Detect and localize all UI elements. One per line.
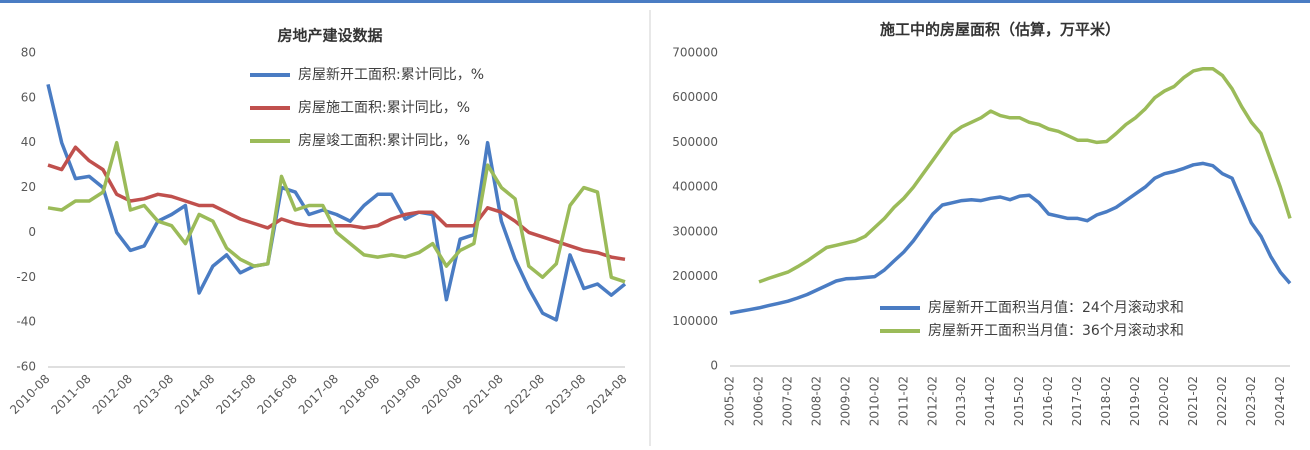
- y-tick-label: 700000: [672, 46, 718, 60]
- x-tick-label: 2014-02: [983, 376, 997, 426]
- y-tick-label: 200000: [672, 269, 718, 283]
- y-tick-label: -60: [16, 360, 36, 374]
- data-line: [47, 145, 626, 262]
- x-tick-label: 2022-08: [502, 372, 547, 417]
- y-tick-label: 500000: [672, 135, 718, 149]
- y-tick-label: 80: [21, 46, 36, 60]
- x-tick-label: 2010-02: [867, 376, 881, 426]
- x-tick-label: 2015-02: [1012, 376, 1026, 426]
- legend-label: 房屋新开工面积当月值：24个月滚动求和: [928, 299, 1184, 316]
- x-tick-label: 2008-02: [809, 376, 823, 426]
- x-tick-label: 2021-08: [461, 372, 506, 417]
- legend-label: 房屋竣工面积:累计同比，%: [298, 133, 470, 149]
- y-tick-label: 40: [21, 135, 36, 149]
- x-tick-label: 2013-02: [954, 376, 968, 426]
- x-tick-label: 2019-02: [1128, 376, 1142, 426]
- x-tick-label: 2013-08: [131, 372, 176, 417]
- x-tick-label: 2012-02: [925, 376, 939, 426]
- legend-label: 房屋新开工面积当月值：36个月滚动求和: [928, 322, 1184, 339]
- x-tick-label: 2020-02: [1157, 376, 1171, 426]
- x-tick-label: 2024-02: [1273, 376, 1287, 426]
- legend-label: 房屋施工面积:累计同比，%: [298, 100, 470, 116]
- y-tick-label: -20: [16, 270, 36, 284]
- x-tick-label: 2019-08: [378, 372, 423, 417]
- x-tick-label: 2007-02: [780, 376, 794, 426]
- y-tick-label: 300000: [672, 224, 718, 238]
- y-tick-label: 100000: [672, 314, 718, 328]
- chart-title: 房地产建设数据: [277, 27, 382, 45]
- y-tick-label: 400000: [672, 180, 718, 194]
- chart-title: 施工中的房屋面积（估算，万平米）: [880, 21, 1120, 39]
- x-tick-label: 2018-08: [337, 372, 382, 417]
- x-tick-label: 2023-02: [1244, 376, 1258, 426]
- y-tick-label: 0: [28, 225, 36, 239]
- data-line: [46, 83, 627, 322]
- y-tick-label: 60: [21, 90, 36, 104]
- x-tick-label: 2022-02: [1215, 376, 1229, 426]
- top-border: [0, 0, 1310, 3]
- data-line: [47, 140, 626, 284]
- data-line: [758, 66, 1292, 284]
- legend-label: 房屋新开工面积:累计同比，%: [298, 67, 484, 83]
- x-tick-label: 2005-02: [723, 376, 737, 426]
- x-tick-label: 2015-08: [213, 372, 258, 417]
- x-tick-label: 2024-08: [584, 372, 629, 417]
- y-tick-label: 0: [710, 359, 718, 373]
- x-tick-label: 2020-08: [419, 372, 464, 417]
- x-tick-label: 2009-02: [838, 376, 852, 426]
- x-tick-label: 2016-02: [1041, 376, 1055, 426]
- x-tick-label: 2017-08: [296, 372, 341, 417]
- data-line: [729, 161, 1292, 315]
- y-tick-label: 600000: [672, 90, 718, 104]
- x-tick-label: 2006-02: [751, 376, 765, 426]
- y-tick-label: 20: [21, 180, 36, 194]
- x-tick-label: 2018-02: [1099, 376, 1113, 426]
- x-tick-label: 2021-02: [1186, 376, 1200, 426]
- x-tick-label: 2010-08: [7, 372, 52, 417]
- y-tick-label: -40: [16, 315, 36, 329]
- x-tick-label: 2014-08: [172, 372, 217, 417]
- x-tick-label: 2016-08: [255, 372, 300, 417]
- x-tick-label: 2023-08: [543, 372, 588, 417]
- x-tick-label: 2011-08: [48, 372, 93, 417]
- x-tick-label: 2012-08: [90, 372, 135, 417]
- x-tick-label: 2011-02: [896, 376, 910, 426]
- x-tick-label: 2017-02: [1070, 376, 1084, 426]
